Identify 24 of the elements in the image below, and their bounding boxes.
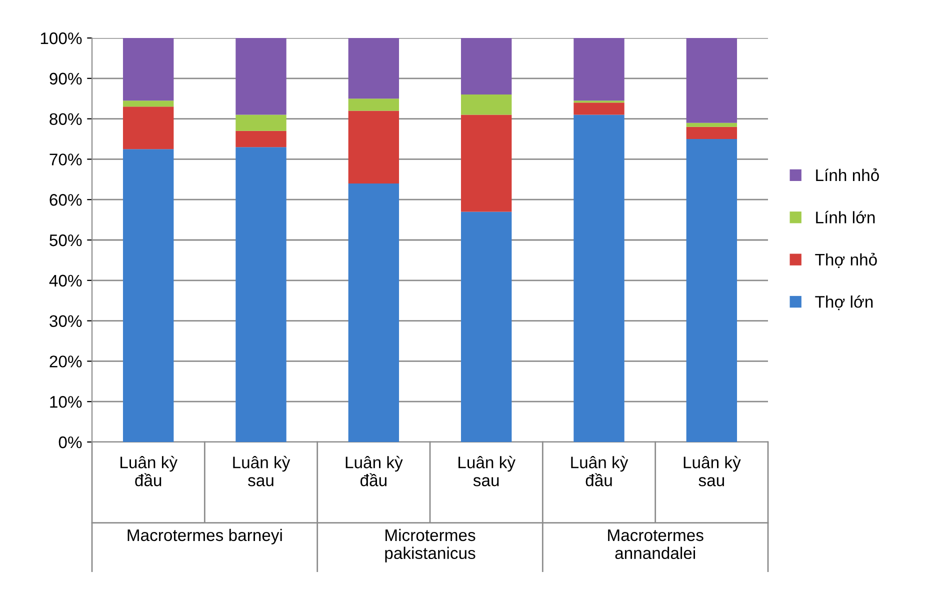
y-tick-label: 20% (50, 356, 82, 368)
legend-label: Lính lớn (816, 210, 875, 224)
y-tick-label: 40% (49, 274, 82, 287)
x-tick-label: Luân kỳ sau (233, 456, 290, 486)
x-tick-label: Luân kỳ đầu (120, 456, 178, 486)
y-tick-label: 10% (50, 396, 82, 408)
legend-label: Thợ lớn (815, 295, 873, 310)
y-tick-label: 100% (40, 32, 82, 44)
y-tick-label: 80% (50, 113, 82, 126)
y-tick-label: 90% (50, 72, 82, 85)
y-tick-label: 70% (50, 154, 82, 166)
x-tick-label: Luân kỳ đầu (346, 456, 403, 486)
text: Microtermes pakistanicus (385, 528, 476, 562)
legend-label: Thợ nhỏ (815, 252, 877, 268)
y-tick-label: 50% (50, 234, 82, 246)
x-tick-label: Luân kỳ đầu (571, 456, 628, 486)
legend-label: Lính nhỏ (816, 168, 879, 182)
y-tick-label: 0% (58, 436, 82, 448)
text: Macrotermes annandalei (608, 529, 704, 560)
text: Macrotermes barneyi (128, 528, 282, 544)
x-tick-label: Luân kỳ sau (684, 456, 741, 486)
x-tick-label: Luân kỳ sau (458, 456, 516, 486)
y-tick-label: 60% (50, 194, 82, 206)
y-tick-label: 30% (50, 315, 82, 328)
